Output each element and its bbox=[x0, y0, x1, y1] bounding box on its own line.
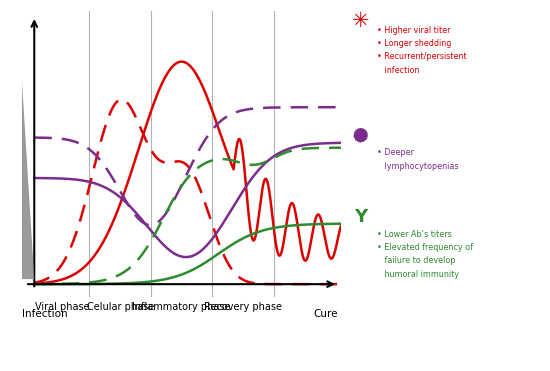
Text: Cure: Cure bbox=[314, 309, 338, 319]
Text: Infection: Infection bbox=[22, 309, 68, 319]
Text: • Higher viral titer
• Longer shedding
• Recurrent/persistent
   infection: • Higher viral titer • Longer shedding •… bbox=[377, 26, 466, 75]
Text: Inflammatory phase: Inflammatory phase bbox=[132, 302, 231, 312]
Text: ⬤: ⬤ bbox=[353, 128, 368, 142]
Text: Celular phase: Celular phase bbox=[86, 302, 154, 312]
Text: Viral phase: Viral phase bbox=[35, 302, 89, 312]
Text: • Deeper
   lymphocytopenias: • Deeper lymphocytopenias bbox=[377, 148, 458, 171]
Text: Recovery phase: Recovery phase bbox=[204, 302, 282, 312]
Text: ✳: ✳ bbox=[351, 11, 369, 31]
Text: • Lower Ab’s titers
• Elevated frequency of
   failure to develop
   humoral imm: • Lower Ab’s titers • Elevated frequency… bbox=[377, 230, 473, 279]
Polygon shape bbox=[22, 82, 34, 279]
Text: Y: Y bbox=[354, 208, 367, 226]
Text: ✳: ✳ bbox=[352, 128, 368, 147]
